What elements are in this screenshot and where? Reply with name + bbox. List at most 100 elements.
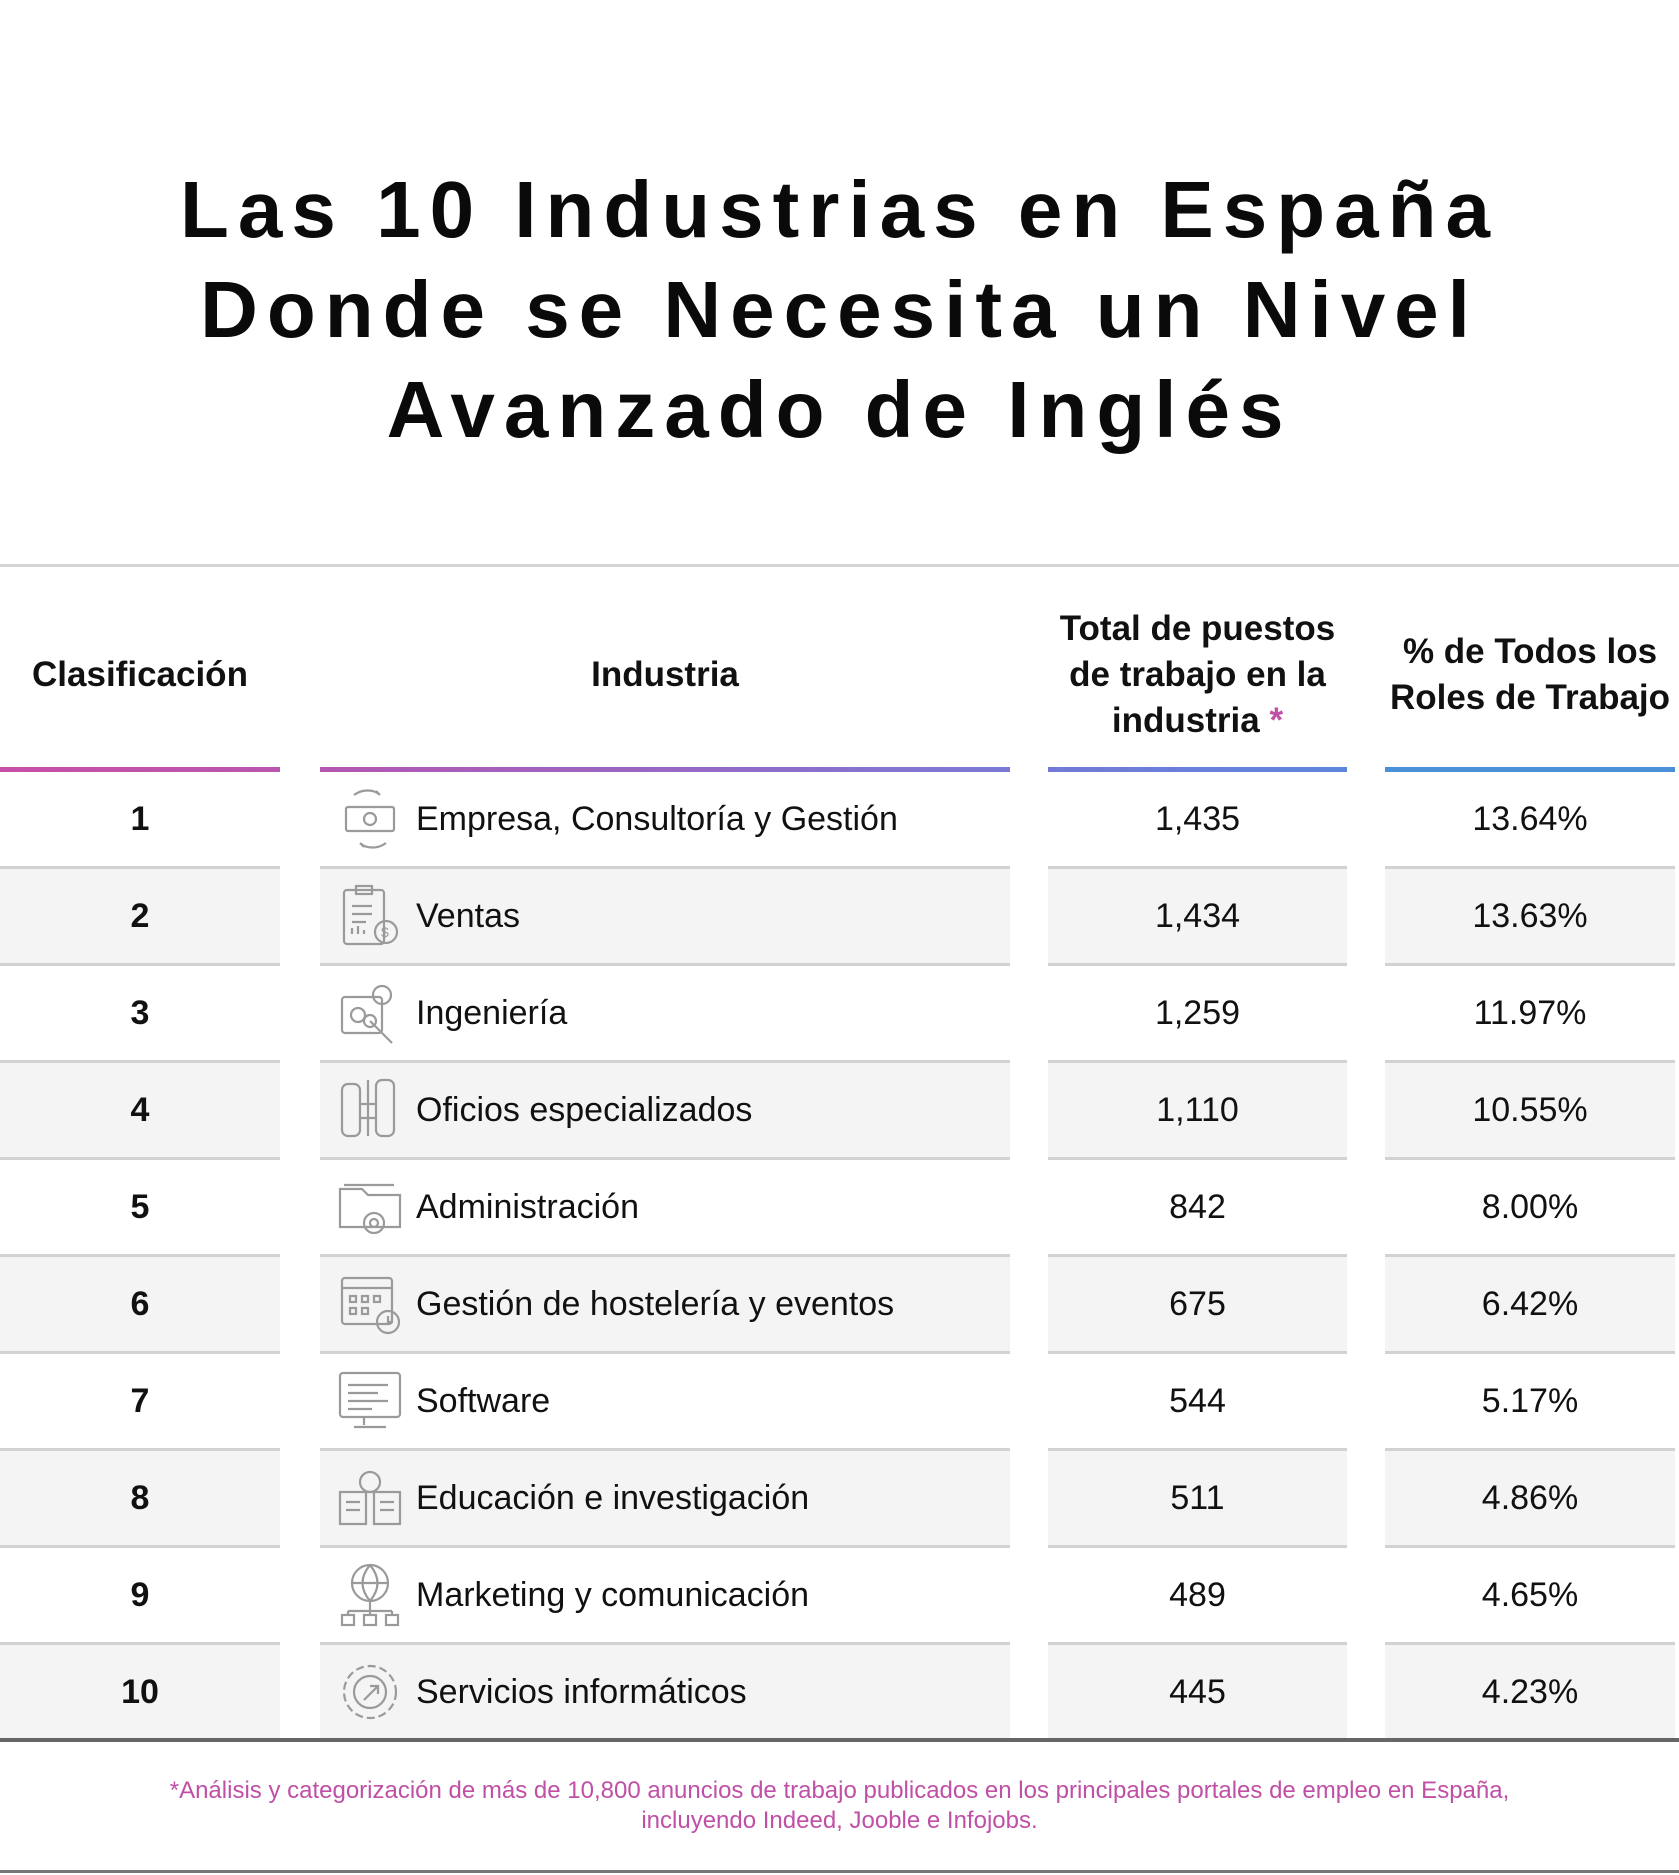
row-divider <box>0 1642 280 1645</box>
table-row: 7 Software 544 5.17% <box>0 1354 1679 1451</box>
footnote-marker: * <box>1269 701 1284 740</box>
table-row: 6 Gestión de hostelería y eventos 675 6.… <box>0 1257 1679 1354</box>
footnote-line: *Análisis y categorización de más de 10,… <box>169 1777 1510 1804</box>
total-cell: 1,434 <box>1048 869 1347 963</box>
total-cell: 489 <box>1169 1575 1226 1614</box>
industry-cell: Gestión de hostelería y eventos <box>320 1257 1010 1351</box>
total-cell: 842 <box>1169 1187 1226 1226</box>
rank-cell: 4 <box>0 1063 280 1157</box>
row-divider <box>320 1448 1010 1451</box>
rank-cell: 8 <box>0 1451 280 1545</box>
header-underline <box>0 767 280 772</box>
total-cell: 1,435 <box>1154 799 1241 838</box>
rank-cell: 5 <box>130 1187 150 1226</box>
rank-cell: 3 <box>130 993 150 1032</box>
table-row: 8 Educación e investigación 511 4.86% <box>0 1451 1679 1548</box>
percent-cell: 13.63% <box>1385 869 1675 963</box>
calendar-clock-icon <box>340 1276 401 1335</box>
percent-cell: 6.42% <box>1385 1257 1675 1351</box>
industry-cell: Administración <box>320 1160 1010 1254</box>
percent-cell: 4.86% <box>1385 1451 1675 1545</box>
globe-network-icon <box>340 1563 400 1627</box>
industry-name: Empresa, Consultoría y Gestión <box>416 799 898 838</box>
industry-name: Ventas <box>416 896 520 935</box>
industry-cell: Marketing y comunicación <box>320 1548 1010 1642</box>
tools-icon <box>340 1078 396 1138</box>
rank-cell: 10 <box>0 1645 280 1739</box>
row-divider <box>0 1351 280 1354</box>
industry-cell: Educación e investigación <box>320 1451 1010 1545</box>
rank-cell: 9 <box>130 1575 150 1614</box>
clipboard-dollar-icon: $ <box>342 884 399 946</box>
row-divider <box>320 1642 1010 1645</box>
industry-name: Software <box>416 1381 551 1420</box>
industry-name: Gestión de hostelería y eventos <box>416 1284 895 1323</box>
row-divider <box>1048 1545 1347 1548</box>
industry-cell: Software <box>320 1354 1010 1448</box>
row-divider <box>320 1545 1010 1548</box>
row-divider <box>1048 1448 1347 1451</box>
row-divider <box>320 1157 1010 1160</box>
footnote: *Análisis y categorización de más de 10,… <box>0 1776 1679 1836</box>
total-cell: 544 <box>1169 1381 1226 1420</box>
total-cell: 1,110 <box>1048 1063 1347 1157</box>
header-underline <box>1385 767 1675 772</box>
divider <box>0 1870 1679 1873</box>
industry-name: Servicios informáticos <box>416 1672 747 1711</box>
total-cell: 511 <box>1048 1451 1347 1545</box>
industry-name: Administración <box>416 1187 639 1226</box>
total-cell: 445 <box>1048 1645 1347 1739</box>
row-divider <box>1048 1254 1347 1257</box>
title-line: Avanzado de Inglés <box>386 365 1293 454</box>
row-divider <box>1385 1254 1675 1257</box>
gear-cursor-icon <box>342 1664 398 1720</box>
percent-cell: 4.23% <box>1385 1645 1675 1739</box>
percent-cell: 4.65% <box>1481 1575 1579 1614</box>
title-line: Las 10 Industrias en España <box>180 165 1499 254</box>
industry-cell: $ Ventas <box>320 869 1010 963</box>
industry-cell: Servicios informáticos <box>320 1645 1010 1739</box>
row-divider <box>320 963 1010 966</box>
industry-name: Ingeniería <box>416 993 568 1032</box>
row-divider <box>320 866 1010 869</box>
rank-cell: 7 <box>130 1381 150 1420</box>
row-divider <box>1048 963 1347 966</box>
header-rank: Clasificación <box>32 655 248 694</box>
industry-name: Educación e investigación <box>416 1478 810 1517</box>
header-percent: % de Todos los Roles de Trabajo <box>1389 632 1671 717</box>
row-divider <box>1385 963 1675 966</box>
divider <box>0 564 1679 567</box>
row-divider <box>1385 1351 1675 1354</box>
row-divider <box>0 1448 280 1451</box>
monitor-code-icon <box>338 1371 402 1429</box>
row-divider <box>1385 1545 1675 1548</box>
industry-name: Marketing y comunicación <box>416 1575 810 1614</box>
row-divider <box>1048 1351 1347 1354</box>
rank-cell: 6 <box>0 1257 280 1351</box>
table-row: 4 Oficios especializados 1,110 10.55% <box>0 1063 1679 1160</box>
row-divider <box>1048 1642 1347 1645</box>
title-line: Donde se Necesita un Nivel <box>200 265 1479 354</box>
table-row: 2 $ Ventas 1,434 13.63% <box>0 869 1679 966</box>
percent-cell: 8.00% <box>1481 1187 1579 1226</box>
gear-wrench-icon <box>340 984 393 1044</box>
page-title: Las 10 Industrias en España Donde se Nec… <box>0 160 1679 460</box>
header-total-label: Total de puestos de trabajo en la indust… <box>1059 609 1336 740</box>
row-divider <box>1385 1157 1675 1160</box>
table-row: 5 Administración 842 8.00% <box>0 1160 1679 1257</box>
row-divider <box>1385 1448 1675 1451</box>
row-divider <box>1385 1060 1675 1063</box>
table-row: 1 Empresa, Consultoría y Gestión 1,435 1… <box>0 772 1679 869</box>
svg-text:$: $ <box>381 924 389 940</box>
row-divider <box>320 1060 1010 1063</box>
header-underline <box>320 767 1010 772</box>
row-divider <box>0 963 280 966</box>
table-row: 3 Ingeniería 1,259 11.97% <box>0 966 1679 1063</box>
row-divider <box>1048 1157 1347 1160</box>
table-row: 9 Marketing y comunicación 489 4.65% <box>0 1548 1679 1645</box>
rank-cell: 2 <box>0 869 280 963</box>
row-divider <box>0 866 280 869</box>
header-underline <box>1048 767 1347 772</box>
row-divider <box>320 1351 1010 1354</box>
industry-cell: Empresa, Consultoría y Gestión <box>320 772 1010 866</box>
